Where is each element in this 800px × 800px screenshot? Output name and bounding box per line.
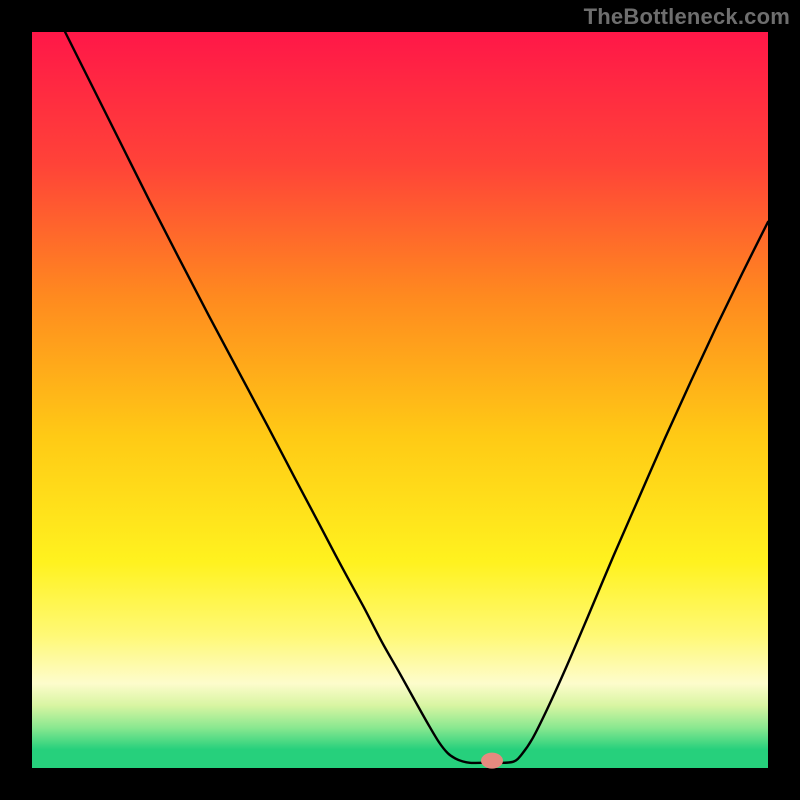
chart-container: { "canvas": { "width": 800, "height": 80…: [0, 0, 800, 800]
optimum-marker: [481, 753, 503, 769]
plot-background: [32, 32, 768, 768]
watermark-text: TheBottleneck.com: [584, 4, 790, 30]
bottleneck-chart: [0, 0, 800, 800]
